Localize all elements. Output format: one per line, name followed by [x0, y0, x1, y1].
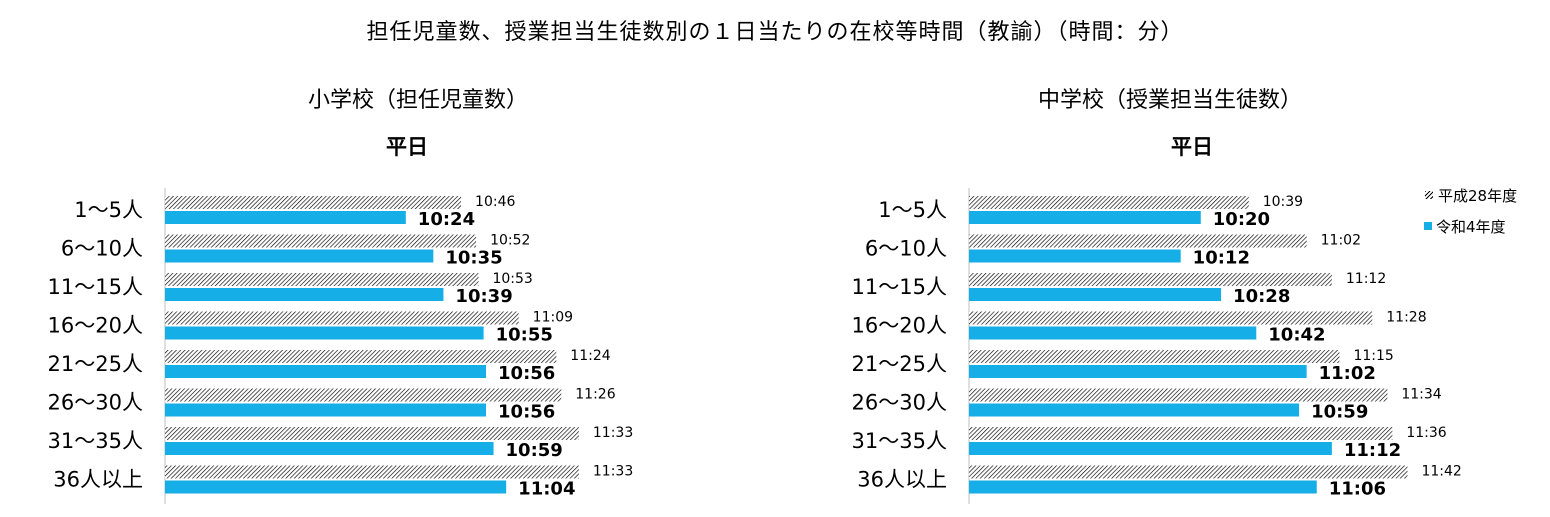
bar-r4	[969, 249, 1181, 263]
category-label: 16～20人	[852, 314, 947, 338]
category-label: 36人以上	[53, 468, 143, 492]
category-label: 36人以上	[857, 468, 947, 492]
data-label-r4: 10:42	[1268, 325, 1325, 346]
data-label-r4: 10:55	[496, 325, 553, 346]
bar-r4	[969, 480, 1317, 494]
data-label-r4: 10:56	[498, 402, 555, 423]
bar-h28	[165, 427, 579, 440]
legend-swatch-hatch	[1424, 190, 1434, 200]
data-label-h28: 11:09	[533, 310, 573, 326]
bar-r4	[969, 365, 1307, 378]
bar-h28	[969, 311, 1373, 325]
bar-h28	[165, 465, 579, 479]
legend-swatch-solid	[1424, 222, 1432, 230]
legend-item-h28: 平成28年度	[1424, 186, 1518, 205]
data-label-h28: 11:33	[593, 464, 633, 480]
data-label-r4: 10:59	[506, 440, 563, 461]
bar-r4	[969, 288, 1222, 301]
bar-r4	[165, 365, 487, 378]
chart-subtitle: 平日	[1171, 135, 1213, 159]
category-label: 11～15人	[48, 275, 143, 299]
bar-h28	[969, 196, 1249, 209]
bar-h28	[165, 311, 519, 325]
category-label: 21～25人	[48, 352, 143, 376]
data-label-h28: 11:42	[1421, 464, 1461, 480]
data-label-h28: 11:34	[1401, 387, 1441, 403]
data-label-r4: 10:28	[1233, 286, 1290, 307]
bar-r4	[165, 403, 487, 417]
category-label: 6～10人	[61, 237, 143, 261]
bar-r4	[165, 442, 494, 455]
data-label-r4: 11:04	[518, 479, 575, 500]
bar-h28	[969, 273, 1332, 286]
data-label-r4: 11:02	[1319, 363, 1376, 384]
bar-r4	[969, 442, 1332, 455]
bar-r4	[969, 326, 1257, 340]
data-label-h28: 11:02	[1321, 233, 1361, 249]
page-title: 担任児童数、授業担当生徒数別の１日当たりの在校等時間（教諭）（時間：分）	[366, 20, 1184, 45]
bar-r4	[969, 403, 1300, 417]
data-label-h28: 11:33	[593, 425, 633, 441]
category-label: 16～20人	[48, 314, 143, 338]
data-label-h28: 10:46	[475, 194, 515, 210]
category-label: 31～35人	[852, 429, 947, 453]
data-label-h28: 10:52	[490, 233, 530, 249]
data-label-r4: 10:59	[1311, 402, 1368, 423]
category-label: 26～30人	[852, 391, 947, 415]
bar-h28	[165, 196, 462, 209]
bar-h28	[165, 350, 557, 363]
category-label: 1～5人	[878, 198, 947, 222]
bar-h28	[969, 427, 1393, 440]
chart-legend: 平成28年度 令和4年度	[1424, 186, 1517, 248]
data-label-r4: 11:06	[1329, 479, 1386, 500]
bar-r4	[165, 326, 484, 340]
data-label-r4: 10:56	[498, 363, 555, 384]
legend-label: 令和4年度	[1436, 217, 1506, 236]
data-label-r4: 10:35	[445, 248, 502, 269]
chart-title: 中学校（授業担当生徒数）	[1038, 88, 1302, 113]
chart-subtitle: 平日	[386, 135, 428, 159]
data-label-h28: 11:12	[1346, 271, 1386, 287]
bar-h28	[969, 234, 1307, 248]
data-label-h28: 10:39	[1263, 194, 1303, 210]
chart-title: 小学校（担任児童数）	[308, 88, 528, 113]
legend-item-r4: 令和4年度	[1424, 217, 1517, 236]
bar-r4	[165, 211, 406, 224]
category-label: 11～15人	[852, 275, 947, 299]
data-label-r4: 10:24	[418, 209, 475, 230]
data-label-h28: 11:15	[1353, 348, 1393, 364]
data-label-r4: 10:39	[455, 286, 512, 307]
bar-r4	[969, 211, 1201, 224]
category-label: 1～5人	[74, 198, 143, 222]
data-label-h28: 11:24	[570, 348, 610, 364]
data-label-h28: 10:53	[492, 271, 532, 287]
data-label-r4: 11:12	[1344, 440, 1401, 461]
data-label-h28: 11:36	[1406, 425, 1446, 441]
bar-h28	[969, 388, 1388, 402]
bar-r4	[165, 480, 507, 494]
bar-r4	[165, 249, 434, 263]
bar-h28	[165, 273, 479, 286]
category-label: 6～10人	[865, 237, 947, 261]
bar-h28	[165, 234, 477, 248]
data-label-h28: 11:28	[1386, 310, 1426, 326]
bar-h28	[165, 388, 562, 402]
bar-h28	[969, 350, 1340, 363]
data-label-r4: 10:12	[1193, 248, 1250, 269]
category-label: 21～25人	[852, 352, 947, 376]
data-label-h28: 11:26	[575, 387, 615, 403]
bar-h28	[969, 465, 1408, 479]
data-label-r4: 10:20	[1213, 209, 1270, 230]
legend-label: 平成28年度	[1438, 186, 1518, 205]
category-label: 26～30人	[48, 391, 143, 415]
category-label: 31～35人	[48, 429, 143, 453]
bar-r4	[165, 288, 444, 301]
